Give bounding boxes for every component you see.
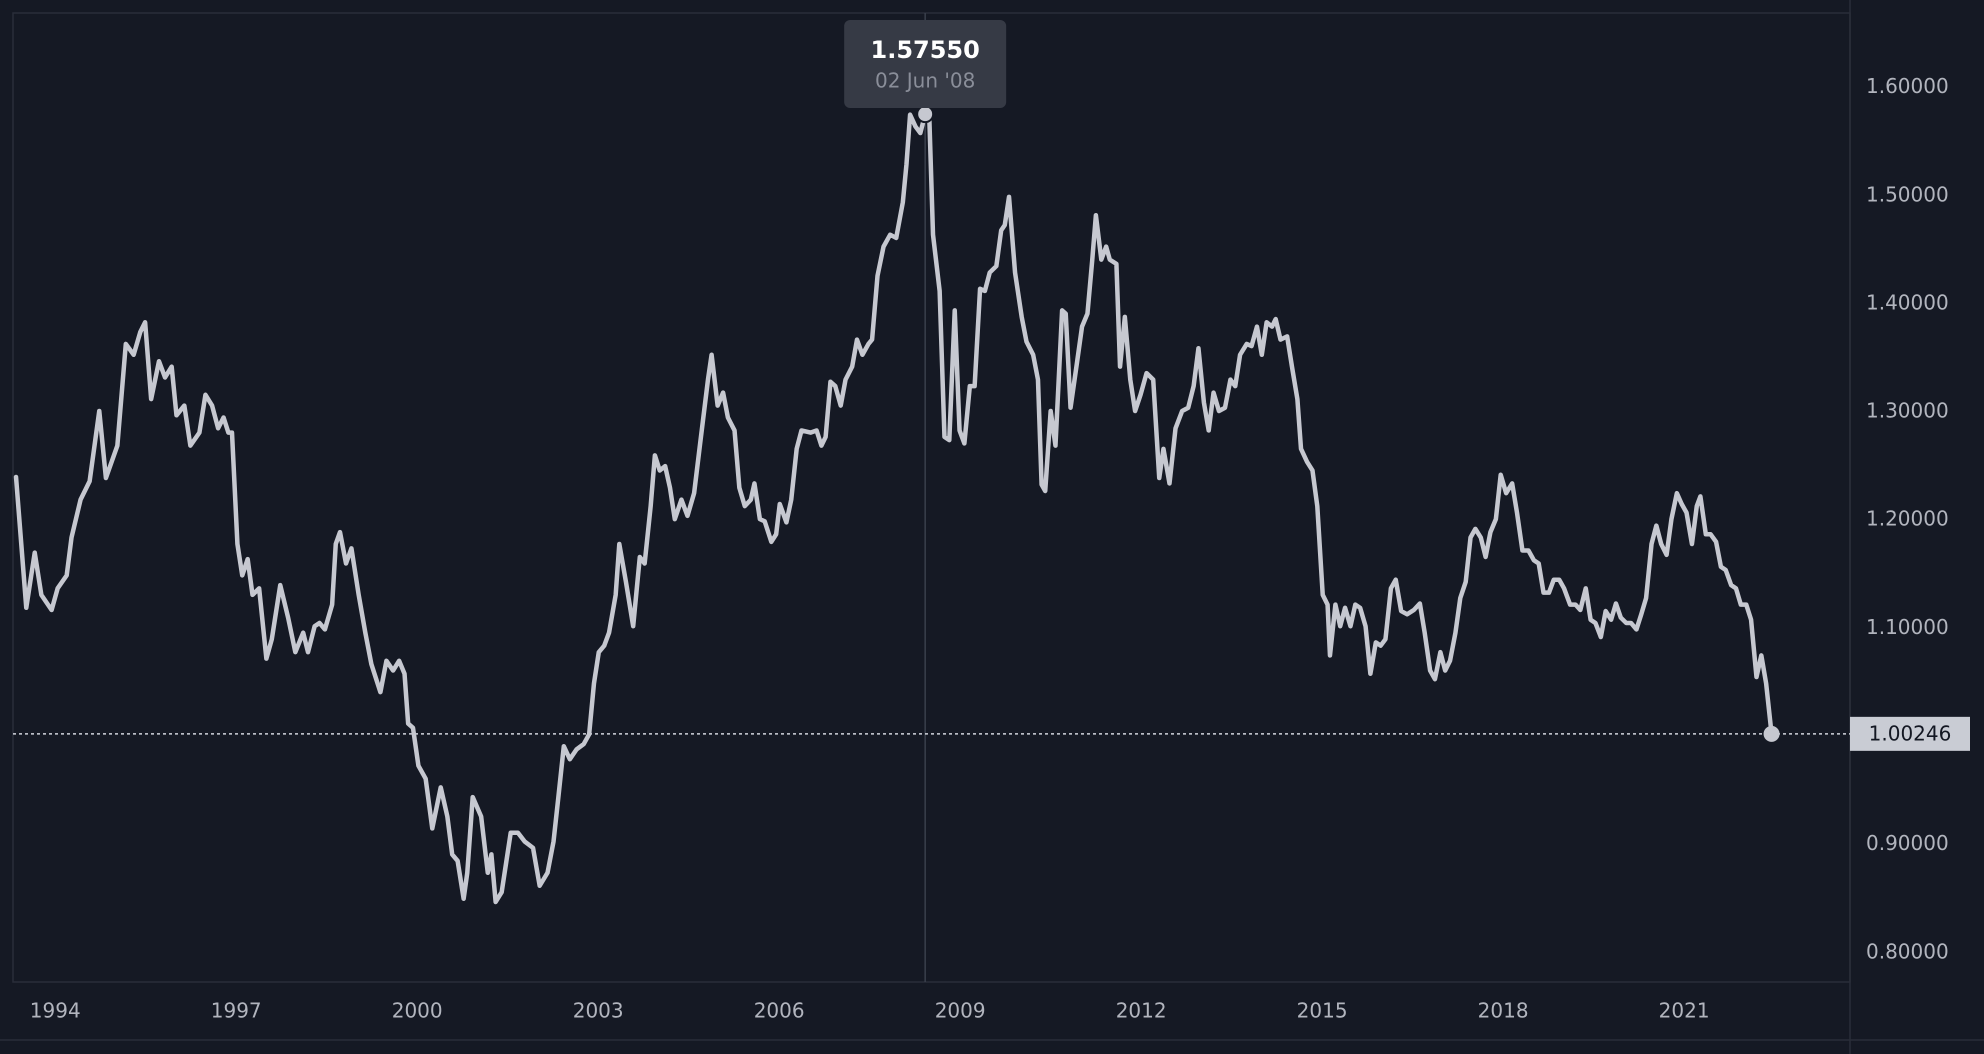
x-tick-label: 2006: [754, 999, 805, 1023]
current-price-box: [1850, 716, 1970, 751]
tooltip-value: 1.57550: [871, 36, 980, 64]
x-tick-label: 2021: [1659, 999, 1710, 1023]
x-tick-label: 1997: [211, 999, 262, 1023]
x-tick-label: 2009: [935, 999, 986, 1023]
y-tick-label: 1.20000: [1866, 507, 1949, 531]
tooltip-point: [916, 105, 935, 124]
x-tick-label: 2018: [1478, 999, 1529, 1023]
y-tick-label: 1.50000: [1866, 182, 1949, 206]
y-tick-label: 0.80000: [1866, 939, 1949, 963]
price-line: [13, 111, 1774, 905]
last-point: [1763, 725, 1780, 742]
x-tick-label: 2003: [573, 999, 624, 1023]
x-tick-label: 2015: [1297, 999, 1348, 1023]
tooltip-box: [844, 20, 1007, 108]
x-tick-label: 1994: [30, 999, 81, 1023]
y-tick-label: 0.90000: [1866, 831, 1949, 855]
y-tick-label: 1.60000: [1866, 74, 1949, 98]
x-tick-label: 2000: [392, 999, 443, 1023]
x-tick-label: 2012: [1116, 999, 1167, 1023]
tooltip-date: 02 Jun '08: [875, 69, 975, 93]
y-tick-label: 1.10000: [1866, 615, 1949, 639]
y-tick-label: 1.40000: [1866, 290, 1949, 314]
current-price-label: 1.00246: [1869, 721, 1952, 745]
y-tick-label: 1.30000: [1866, 399, 1949, 423]
